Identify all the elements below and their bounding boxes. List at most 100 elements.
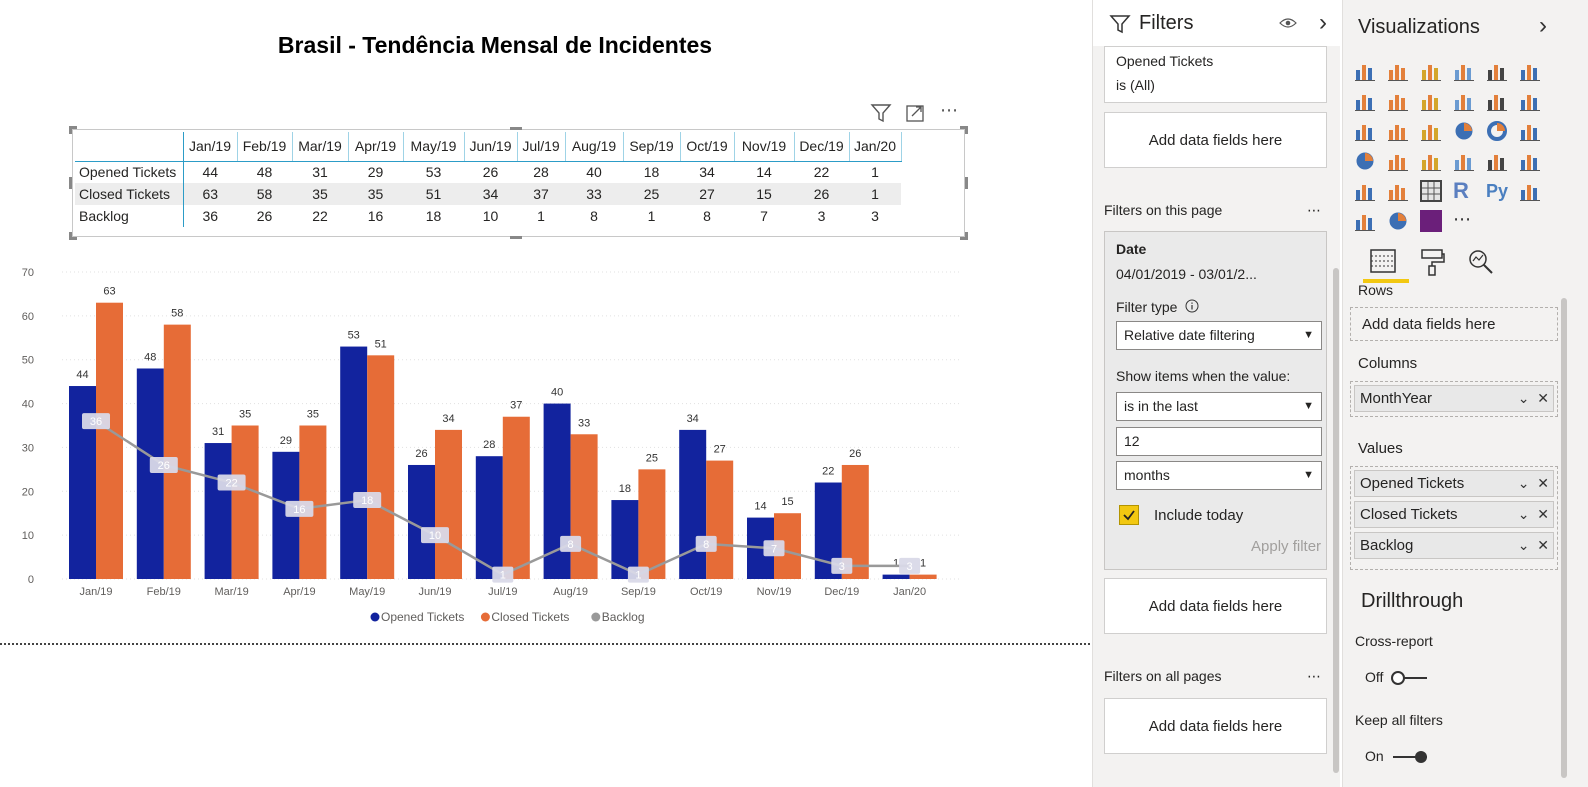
matrix-column-header[interactable]: Sep/19	[623, 132, 681, 162]
ribbon-chart-icon[interactable]	[1519, 90, 1541, 112]
bar-closed-tickets[interactable]	[638, 469, 666, 579]
remove-field-icon[interactable]: ✕	[1537, 537, 1549, 553]
matrix-column-header[interactable]: Mar/19	[292, 132, 349, 162]
gauge-icon[interactable]	[1420, 150, 1442, 172]
area-chart-icon[interactable]	[1387, 90, 1409, 112]
filter-card-opened-tickets[interactable]: Opened Tickets is (All)	[1104, 46, 1327, 103]
field-pill[interactable]: Closed Tickets ⌄ ✕	[1354, 501, 1554, 528]
bar-closed-tickets[interactable]	[570, 434, 598, 579]
matrix-column-header[interactable]: Jul/19	[517, 132, 566, 162]
fields-tab-icon[interactable]	[1369, 248, 1397, 274]
bar-closed-tickets[interactable]	[502, 416, 530, 579]
card-icon[interactable]	[1453, 150, 1475, 172]
filters-scrollbar[interactable]	[1333, 268, 1339, 773]
clustered-bar-icon[interactable]	[1420, 60, 1442, 82]
100-bar-icon[interactable]	[1486, 60, 1508, 82]
apply-filter-button[interactable]: Apply filter	[1251, 538, 1322, 555]
combo-chart[interactable]: 0102030405060704448312953262840183414221…	[0, 255, 990, 635]
rows-well[interactable]: Add data fields here	[1350, 307, 1558, 341]
more-visuals-icon[interactable]: ⋯	[1453, 209, 1471, 229]
bar-closed-tickets[interactable]	[706, 460, 734, 579]
bar-closed-tickets[interactable]	[435, 429, 462, 579]
matrix-column-header[interactable]: Feb/19	[237, 132, 293, 162]
legend-entry[interactable]: Closed Tickets	[491, 610, 569, 624]
bar-opened-tickets[interactable]	[408, 464, 435, 579]
matrix-column-header[interactable]: Dec/19	[794, 132, 850, 162]
line-chart-icon[interactable]	[1354, 90, 1376, 112]
map-icon[interactable]	[1354, 150, 1376, 172]
amount-input[interactable]: 12	[1116, 427, 1322, 456]
stacked-column-icon[interactable]	[1387, 60, 1409, 82]
matrix-column-header[interactable]: Oct/19	[680, 132, 735, 162]
chevron-down-icon[interactable]: ⌄	[1517, 475, 1530, 491]
slicer-icon[interactable]	[1354, 180, 1376, 202]
cross-report-toggle[interactable]	[1389, 668, 1431, 688]
chevron-down-icon[interactable]: ⌄	[1517, 537, 1530, 553]
filter-type-dropdown[interactable]: Relative date filtering ▼	[1116, 321, 1322, 350]
funnel-icon[interactable]	[1387, 120, 1409, 142]
matrix-visual[interactable]: Jan/19 Feb/19 Mar/19 Apr/19 May/19 Jun/19 Jul/…	[69, 126, 968, 240]
matrix-column-header[interactable]: Apr/19	[348, 132, 404, 162]
bar-opened-tickets[interactable]	[340, 346, 368, 579]
bar-closed-tickets[interactable]	[909, 574, 937, 579]
waterfall-icon[interactable]	[1354, 120, 1376, 142]
filled-map-icon[interactable]	[1387, 150, 1409, 172]
bar-opened-tickets[interactable]	[475, 456, 503, 579]
remove-field-icon[interactable]: ✕	[1537, 506, 1549, 522]
r-visual-icon[interactable]: R	[1453, 178, 1469, 203]
matrix-column-header[interactable]: Jan/19	[183, 132, 238, 162]
key-influencers-icon[interactable]	[1519, 180, 1541, 202]
viz-scrollbar[interactable]	[1561, 298, 1567, 778]
chevron-down-icon[interactable]: ⌄	[1517, 506, 1530, 522]
matrix-column-header[interactable]: Jun/19	[464, 132, 518, 162]
kpi-icon[interactable]	[1519, 150, 1541, 172]
line-column-icon[interactable]	[1453, 90, 1475, 112]
matrix-icon[interactable]	[1420, 180, 1442, 202]
filters-on-page-more-icon[interactable]: ⋯	[1307, 202, 1322, 218]
matrix-column-header[interactable]: Aug/19	[565, 132, 624, 162]
bar-opened-tickets[interactable]	[611, 500, 639, 579]
bar-opened-tickets[interactable]	[543, 403, 571, 579]
pie-icon[interactable]	[1453, 120, 1475, 142]
include-today-checkbox[interactable]	[1119, 505, 1139, 525]
arcgis-icon[interactable]	[1387, 210, 1409, 232]
remove-field-icon[interactable]: ✕	[1537, 390, 1549, 406]
add-visual-filter-fields[interactable]: Add data fields here	[1104, 112, 1327, 168]
bar-closed-tickets[interactable]	[231, 425, 259, 580]
focus-mode-icon[interactable]	[904, 102, 926, 124]
donut-icon[interactable]	[1486, 120, 1508, 142]
bar-opened-tickets[interactable]	[204, 443, 232, 579]
add-report-filter-fields[interactable]: Add data fields here	[1104, 698, 1327, 754]
bar-opened-tickets[interactable]	[136, 368, 164, 579]
bar-closed-tickets[interactable]	[163, 324, 191, 579]
bar-closed-tickets[interactable]	[367, 355, 395, 579]
unit-dropdown[interactable]: months ▼	[1116, 461, 1322, 490]
table-icon[interactable]	[1387, 180, 1409, 202]
chevron-down-icon[interactable]: ⌄	[1517, 390, 1530, 406]
filter-icon[interactable]	[870, 102, 892, 124]
condition-dropdown[interactable]: is in the last ▼	[1116, 392, 1322, 421]
columns-well[interactable]: MonthYear ⌄ ✕	[1350, 381, 1558, 417]
bar-opened-tickets[interactable]	[679, 429, 707, 579]
collapse-visualizations-chevron-icon[interactable]: ›	[1539, 12, 1547, 39]
100-column-icon[interactable]	[1519, 60, 1541, 82]
more-options-icon[interactable]: ⋯	[940, 100, 958, 120]
add-page-filter-fields[interactable]: Add data fields here	[1104, 578, 1327, 634]
multirow-card-icon[interactable]	[1486, 150, 1508, 172]
collapse-filters-chevron-icon[interactable]: ›	[1319, 9, 1327, 36]
eye-icon[interactable]	[1279, 17, 1297, 29]
matrix-column-header[interactable]: Nov/19	[734, 132, 795, 162]
custom-visual-icon[interactable]	[1420, 210, 1442, 232]
clustered-column-icon[interactable]	[1453, 60, 1475, 82]
remove-field-icon[interactable]: ✕	[1537, 475, 1549, 491]
field-pill[interactable]: MonthYear ⌄ ✕	[1354, 385, 1554, 412]
field-pill[interactable]: Opened Tickets ⌄ ✕	[1354, 470, 1554, 497]
stacked-bar-icon[interactable]	[1354, 60, 1376, 82]
keep-filters-toggle[interactable]	[1389, 747, 1431, 767]
python-visual-icon[interactable]: Py	[1486, 181, 1509, 201]
values-well[interactable]: Opened Tickets ⌄ ✕ Closed Tickets ⌄ ✕ Backlo…	[1350, 466, 1558, 570]
field-pill[interactable]: Backlog ⌄ ✕	[1354, 532, 1554, 559]
matrix-column-header[interactable]: Jan/20	[849, 132, 902, 162]
info-icon[interactable]	[1185, 299, 1199, 313]
bar-opened-tickets[interactable]	[882, 574, 910, 579]
